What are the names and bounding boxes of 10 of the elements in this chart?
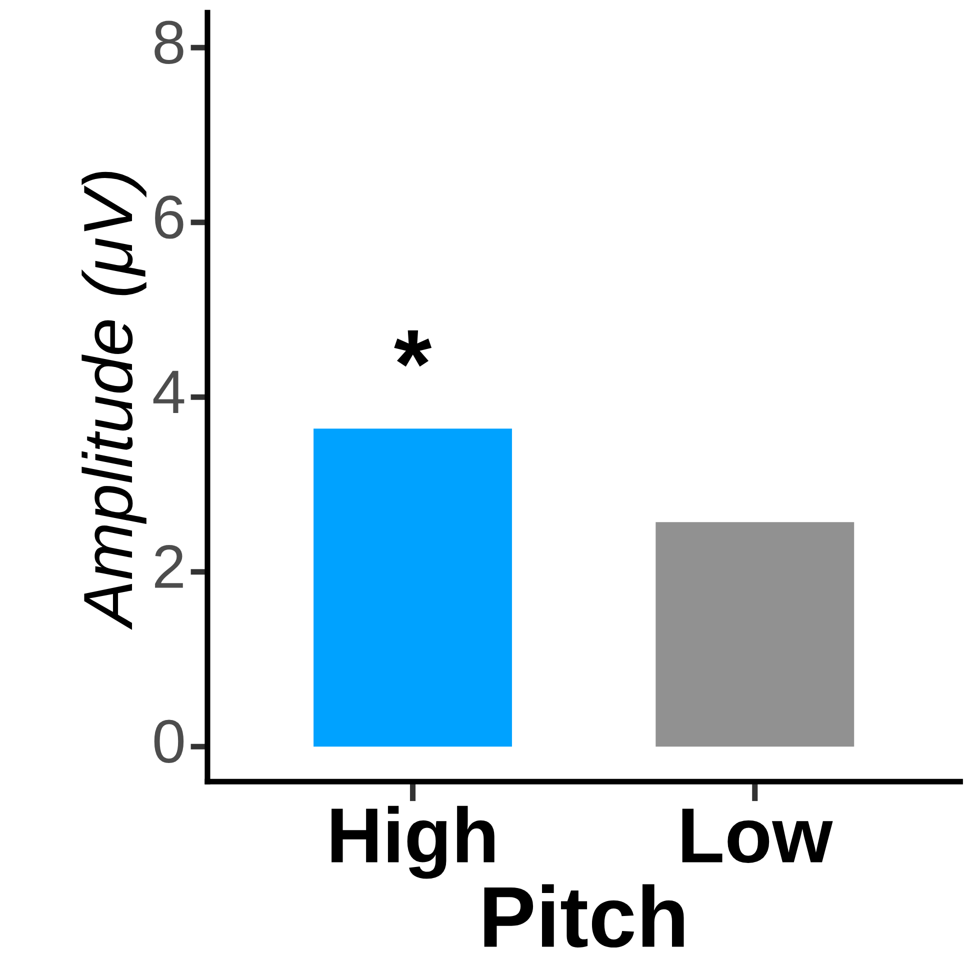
y-tick-label: 6 — [155, 196, 184, 239]
y-tick-label: 4 — [153, 370, 184, 413]
annotation: * — [394, 330, 432, 367]
y-axis-title: Amplitude (μV) — [82, 172, 146, 630]
x-axis-title: Pitch — [484, 884, 684, 948]
x-tick-label: High — [332, 806, 494, 879]
y-tick-label: 2 — [155, 545, 183, 588]
x-tick-label: Low — [682, 808, 833, 864]
y-tick-label: 0 — [154, 720, 184, 764]
y-tick-label: 8 — [154, 20, 184, 64]
